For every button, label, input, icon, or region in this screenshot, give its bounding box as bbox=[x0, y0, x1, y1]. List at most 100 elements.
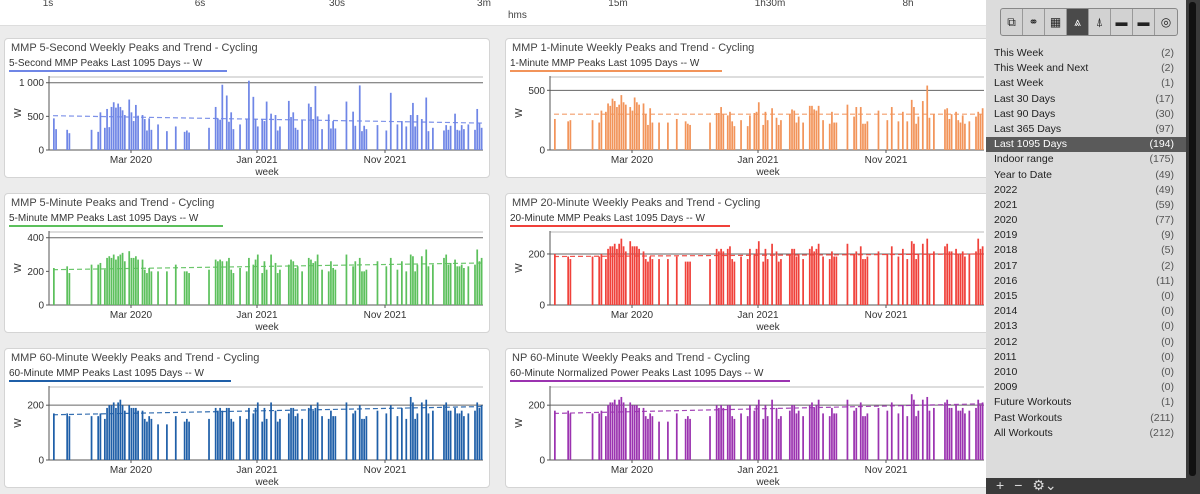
date-range-item[interactable]: 2010 (0) bbox=[986, 365, 1186, 380]
data-bar bbox=[166, 424, 168, 460]
date-range-item[interactable]: 2017 (2) bbox=[986, 259, 1186, 274]
overlay-icon[interactable]: ⧉ bbox=[1001, 9, 1023, 35]
data-bar bbox=[631, 405, 634, 460]
date-range-item[interactable]: Last 1095 Days (194) bbox=[986, 137, 1186, 153]
date-range-item[interactable]: Last Week (1) bbox=[986, 76, 1186, 91]
chart-legend[interactable]: 1-Minute MMP Peaks Last 1095 Days -- W bbox=[510, 58, 722, 72]
y-axis-label: W bbox=[514, 263, 525, 273]
data-bar bbox=[709, 122, 711, 150]
data-bar bbox=[624, 104, 627, 150]
data-bar bbox=[802, 259, 804, 305]
date-range-item[interactable]: Future Workouts (1) bbox=[986, 395, 1186, 410]
add-range-button[interactable]: + bbox=[996, 477, 1005, 493]
x-tick-label: Mar 2020 bbox=[611, 465, 654, 476]
chart-legend[interactable]: 5-Minute MMP Peaks Last 1095 Days -- W bbox=[9, 213, 223, 227]
data-bar bbox=[831, 251, 833, 305]
chart-tile[interactable]: NP 60-Minute Weekly Peaks and Trend - Cy… bbox=[505, 348, 991, 488]
y-tick-label: 400 bbox=[27, 233, 44, 244]
date-range-count: (211) bbox=[1150, 411, 1174, 424]
data-bar bbox=[130, 112, 133, 150]
data-bar bbox=[961, 251, 964, 305]
data-bar bbox=[644, 114, 647, 150]
date-range-item[interactable]: 2022 (49) bbox=[986, 183, 1186, 198]
chart-tile[interactable]: MMP 5-Minute Peaks and Trend - Cycling 5-… bbox=[4, 193, 490, 333]
run-icon[interactable]: ⍋ bbox=[1089, 9, 1111, 35]
data-bar bbox=[478, 123, 481, 150]
chart-tile[interactable]: MMP 60-Minute Weekly Peaks and Trend - C… bbox=[4, 348, 490, 488]
date-range-item[interactable]: Last 365 Days (97) bbox=[986, 122, 1186, 137]
date-range-item[interactable]: 2018 (5) bbox=[986, 243, 1186, 258]
data-bar bbox=[332, 268, 335, 305]
data-bar bbox=[225, 95, 228, 150]
grid-icon[interactable]: ▦ bbox=[1045, 9, 1067, 35]
data-bar bbox=[90, 264, 93, 305]
route-icon[interactable]: ⩓ bbox=[1067, 9, 1089, 35]
data-bar bbox=[121, 405, 124, 460]
remove-range-button[interactable]: − bbox=[1014, 477, 1023, 493]
sidebar-scrollbar[interactable] bbox=[1189, 2, 1196, 476]
data-bar bbox=[90, 416, 93, 460]
date-range-item[interactable]: This Week (2) bbox=[986, 46, 1186, 61]
date-range-item[interactable]: Year to Date (49) bbox=[986, 168, 1186, 183]
bar-icon[interactable]: ▬ bbox=[1133, 9, 1155, 35]
data-bar bbox=[228, 121, 230, 150]
date-range-item[interactable]: Indoor range (175) bbox=[986, 152, 1186, 167]
data-bar bbox=[917, 116, 920, 150]
data-bar bbox=[117, 402, 120, 460]
data-bar bbox=[715, 113, 718, 150]
date-range-item[interactable]: 2020 (77) bbox=[986, 213, 1186, 228]
date-range-count: (9) bbox=[1161, 229, 1174, 242]
timer-icon[interactable]: ◎ bbox=[1160, 15, 1172, 29]
chart-tile[interactable]: MMP 5-Second Weekly Peaks and Trend - Cy… bbox=[4, 38, 490, 178]
data-bar bbox=[766, 120, 769, 150]
date-range-count: (5) bbox=[1161, 244, 1174, 257]
data-bar bbox=[749, 248, 751, 305]
date-range-item[interactable]: 2021 (59) bbox=[986, 198, 1186, 213]
data-bar bbox=[99, 413, 102, 460]
x-tick-label: Jan 2021 bbox=[737, 155, 779, 166]
date-range-item[interactable]: Last 90 Days (30) bbox=[986, 107, 1186, 122]
data-bar bbox=[864, 123, 867, 150]
data-bar bbox=[667, 259, 669, 305]
chart-legend[interactable]: 20-Minute MMP Peaks Last 1095 Days -- W bbox=[510, 213, 730, 227]
data-bar bbox=[981, 402, 984, 460]
chart-tile[interactable]: MMP 20-Minute Weekly Peaks and Trend - C… bbox=[505, 193, 991, 333]
data-bar bbox=[859, 107, 862, 150]
date-range-item[interactable]: 2016 (11) bbox=[986, 274, 1186, 289]
shoe-icon[interactable]: ▬ bbox=[1111, 9, 1133, 35]
chart-legend[interactable]: 5-Second MMP Peaks Last 1095 Days -- W bbox=[9, 58, 227, 72]
data-bar bbox=[414, 126, 417, 150]
data-bar bbox=[780, 416, 782, 460]
date-range-item[interactable]: 2011 (0) bbox=[986, 350, 1186, 365]
data-bar bbox=[476, 108, 479, 150]
data-bar bbox=[270, 113, 272, 150]
data-bar bbox=[141, 115, 144, 150]
date-range-item[interactable]: 2014 (0) bbox=[986, 304, 1186, 319]
y-tick-label: 200 bbox=[528, 401, 545, 412]
data-bar bbox=[334, 269, 337, 305]
data-bar bbox=[629, 402, 632, 460]
date-range-item[interactable]: 2015 (0) bbox=[986, 289, 1186, 304]
data-bar bbox=[412, 102, 414, 150]
data-bar bbox=[815, 405, 818, 460]
date-range-label: This Week bbox=[994, 47, 1044, 59]
data-bar bbox=[946, 108, 949, 150]
settings-gear-icon[interactable]: ⚙⌄ bbox=[1032, 476, 1057, 493]
date-range-item[interactable]: 2019 (9) bbox=[986, 228, 1186, 243]
bike-chain-icon[interactable]: ⚭ bbox=[1023, 9, 1045, 35]
chart-legend[interactable]: 60-Minute MMP Peaks Last 1095 Days -- W bbox=[9, 368, 231, 382]
chart-title: NP 60-Minute Weekly Peaks and Trend - Cy… bbox=[512, 352, 751, 364]
date-range-item[interactable]: 2012 (0) bbox=[986, 335, 1186, 350]
date-range-item[interactable]: 2013 (0) bbox=[986, 319, 1186, 334]
data-bar bbox=[174, 264, 177, 305]
date-range-item[interactable]: Past Workouts (211) bbox=[986, 411, 1186, 426]
chart-plot: 200 0 W Mar 2020 Jan 2021 Nov 2021 week bbox=[514, 386, 985, 487]
date-range-item[interactable]: Last 30 Days (17) bbox=[986, 92, 1186, 107]
date-range-item[interactable]: This Week and Next (2) bbox=[986, 61, 1186, 76]
date-range-item[interactable]: 2009 (0) bbox=[986, 380, 1186, 395]
date-range-item[interactable]: All Workouts (212) bbox=[986, 426, 1186, 441]
chart-legend[interactable]: 60-Minute Normalized Power Peaks Last 10… bbox=[510, 368, 790, 382]
chart-tile[interactable]: MMP 1-Minute Weekly Peaks and Trend - Cy… bbox=[505, 38, 991, 178]
date-range-count: (0) bbox=[1161, 381, 1174, 394]
y-axis-label: W bbox=[13, 263, 24, 273]
